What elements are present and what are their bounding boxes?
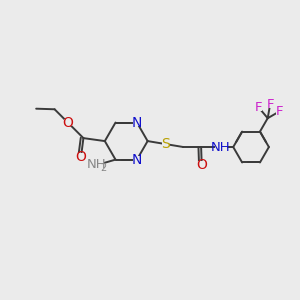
Text: F: F xyxy=(266,98,274,111)
FancyBboxPatch shape xyxy=(198,161,206,169)
Text: S: S xyxy=(161,137,170,151)
FancyBboxPatch shape xyxy=(267,101,273,108)
Text: O: O xyxy=(62,116,74,130)
FancyBboxPatch shape xyxy=(162,140,169,148)
FancyBboxPatch shape xyxy=(77,153,85,160)
FancyBboxPatch shape xyxy=(64,119,72,126)
Text: N: N xyxy=(132,116,142,130)
FancyBboxPatch shape xyxy=(256,104,262,111)
FancyBboxPatch shape xyxy=(215,143,226,151)
Text: O: O xyxy=(76,149,86,164)
Text: N: N xyxy=(132,153,142,166)
FancyBboxPatch shape xyxy=(90,160,104,169)
Text: F: F xyxy=(255,101,263,114)
FancyBboxPatch shape xyxy=(133,156,141,163)
FancyBboxPatch shape xyxy=(133,119,141,126)
Text: NH: NH xyxy=(211,140,231,154)
FancyBboxPatch shape xyxy=(276,108,283,115)
Text: NH: NH xyxy=(87,158,106,171)
Text: 2: 2 xyxy=(100,163,107,173)
Text: O: O xyxy=(196,158,207,172)
Text: F: F xyxy=(276,105,283,118)
